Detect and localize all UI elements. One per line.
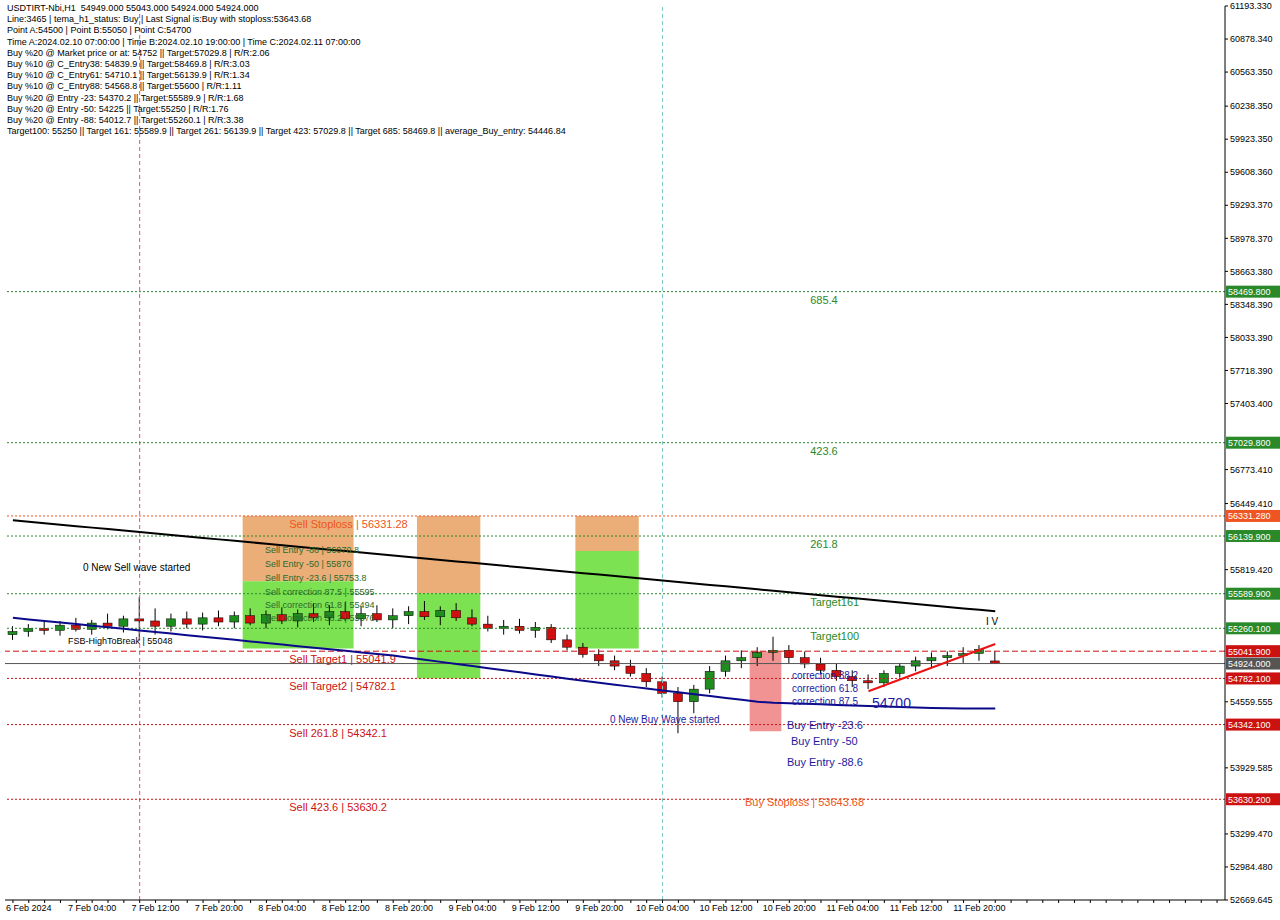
svg-text:Buy Stoploss | 53643.68: Buy Stoploss | 53643.68 [745,796,864,808]
html-text:Point A:54500 | Point B:55050: Point A:54500 | Point B:55050 | Point C:… [7,25,192,36]
svg-text:correction 61.8: correction 61.8 [792,683,859,694]
svg-text:Buy Entry -88.6: Buy Entry -88.6 [787,756,863,768]
svg-text:58663.380: 58663.380 [1230,267,1272,277]
svg-text:0 New Sell wave started: 0 New Sell wave started [83,562,190,573]
svg-text:57403.400: 57403.400 [1230,399,1272,409]
svg-text:8 Feb 12:00: 8 Feb 12:00 [322,903,370,913]
svg-text:10 Feb 04:00: 10 Feb 04:00 [636,903,689,913]
html-text:Buy %10 @ C_Entry38: 54839.9 |: Buy %10 @ C_Entry38: 54839.9 || Target:5… [7,59,250,69]
svg-text:11 Feb 04:00: 11 Feb 04:00 [826,903,878,913]
svg-text:54782.100: 54782.100 [1228,674,1271,684]
svg-text:6 Feb 2024: 6 Feb 2024 [8,903,52,913]
svg-text:55819.420: 55819.420 [1230,565,1272,575]
svg-text:Sell 423.6 | 53630.2: Sell 423.6 | 53630.2 [289,801,387,813]
svg-text:52984.480: 52984.480 [1230,862,1272,872]
svg-text:60878.340: 60878.340 [1230,34,1272,44]
svg-text:Target100: Target100 [810,630,859,642]
svg-text:correction 87.5: correction 87.5 [792,696,859,707]
svg-text:Sell Entry -50 | 55870: Sell Entry -50 | 55870 [265,559,351,569]
svg-text:11 Feb 20:00: 11 Feb 20:00 [953,903,1005,913]
svg-text:55589.900: 55589.900 [1228,589,1271,599]
svg-text:Buy Entry -23.6: Buy Entry -23.6 [787,719,863,731]
html-text:Buy %20 @ Entry -88: 54012.7 |: Buy %20 @ Entry -88: 54012.7 || Target:5… [7,115,244,125]
svg-text:59608.360: 59608.360 [1230,167,1272,177]
svg-text:I V: I V [986,616,999,627]
svg-text:54924.000: 54924.000 [1228,659,1271,669]
svg-text:56331.280: 56331.280 [1228,511,1271,521]
svg-text:423.6: 423.6 [810,445,838,457]
svg-text:53929.585: 53929.585 [1230,763,1272,773]
svg-text:Sell correction 87.5 | 55595: Sell correction 87.5 | 55595 [265,587,374,597]
svg-text:57029.800: 57029.800 [1228,438,1271,448]
svg-text:57718.390: 57718.390 [1230,366,1272,376]
svg-text:Sell Target2 | 54782.1: Sell Target2 | 54782.1 [289,680,396,692]
html-text:Buy %10 @ C_Entry88: 54568.8 |: Buy %10 @ C_Entry88: 54568.8 || Target:5… [7,81,242,92]
svg-text:53299.470: 53299.470 [1230,829,1272,839]
svg-text:52669.645: 52669.645 [1230,895,1272,905]
svg-text:56139.900: 56139.900 [1228,532,1271,542]
svg-text:54559.555: 54559.555 [1230,697,1272,707]
svg-text:56773.410: 56773.410 [1230,465,1272,475]
svg-text:Sell Entry -23.6 | 55753.8: Sell Entry -23.6 | 55753.8 [265,573,366,583]
svg-text:0 New Buy Wave started: 0 New Buy Wave started [610,714,720,725]
svg-text:56449.410: 56449.410 [1230,499,1272,509]
html-text:USDTIRT-Nbi,H1 54949.000 55043: USDTIRT-Nbi,H1 54949.000 55043.000 54924… [7,3,259,13]
svg-text:54700: 54700 [872,695,911,711]
svg-text:685.4: 685.4 [810,294,838,306]
svg-text:60563.350: 60563.350 [1230,67,1272,77]
svg-text:60238.350: 60238.350 [1230,101,1272,111]
svg-text:59923.350: 59923.350 [1230,134,1272,144]
svg-text:59293.370: 59293.370 [1230,200,1272,210]
svg-text:10 Feb 12:00: 10 Feb 12:00 [699,903,752,913]
html-text:Target100: 55250 || Target 161: Target100: 55250 || Target 161: 55589.9 … [7,126,566,137]
svg-text:10 Feb 20:00: 10 Feb 20:00 [763,903,816,913]
svg-text:7 Feb 20:00: 7 Feb 20:00 [195,903,243,913]
svg-text:53630.200: 53630.200 [1228,795,1271,805]
svg-text:Sell Stoploss | 56331.28: Sell Stoploss | 56331.28 [289,518,407,530]
svg-text:54342.100: 54342.100 [1228,720,1271,730]
html-text:Buy %20 @ Entry -23: 54370.2 |: Buy %20 @ Entry -23: 54370.2 || Target:5… [7,92,244,103]
html-text:Buy %20 @ Entry -50: 54225 ||: Buy %20 @ Entry -50: 54225 || Target:552… [7,103,229,114]
svg-text:Target161: Target161 [810,595,860,608]
svg-text:9 Feb 20:00: 9 Feb 20:00 [575,903,623,913]
svg-text:58033.390: 58033.390 [1230,333,1272,343]
svg-text:8 Feb 20:00: 8 Feb 20:00 [385,903,433,913]
svg-text:58469.800: 58469.800 [1228,287,1271,297]
svg-text:9 Feb 04:00: 9 Feb 04:00 [448,903,496,913]
svg-text:9 Feb 12:00: 9 Feb 12:00 [512,903,560,913]
svg-text:Buy Entry -50: Buy Entry -50 [791,735,858,747]
svg-text:Sell correction 61.8 | 55494: Sell correction 61.8 | 55494 [265,600,374,610]
svg-text:261.8: 261.8 [810,538,838,550]
svg-text:Sell 261.8 | 54342.1: Sell 261.8 | 54342.1 [289,727,387,739]
svg-text:55260.100: 55260.100 [1228,624,1271,634]
svg-text:58348.390: 58348.390 [1230,300,1272,310]
svg-text:55041.900: 55041.900 [1228,647,1271,657]
svg-text:7 Feb 12:00: 7 Feb 12:00 [131,903,179,913]
html-text:Line:3465 | tema_h1_status: Bu: Line:3465 | tema_h1_status: Buy | Last S… [7,14,312,25]
svg-text:Sell correction 38.2 | 55376: Sell correction 38.2 | 55376 [265,613,374,623]
svg-text:FSB-HighToBreak | 55048: FSB-HighToBreak | 55048 [68,636,172,646]
svg-text:11 Feb 12:00: 11 Feb 12:00 [890,903,942,913]
svg-text:7 Feb 04:00: 7 Feb 04:00 [68,903,116,913]
html-text:Buy %20 @ Market price or at:: Buy %20 @ Market price or at: 54752 || T… [7,47,270,58]
svg-text:8 Feb 04:00: 8 Feb 04:00 [258,903,306,913]
html-text:Time A:2024.02.10 07:00:00 | T: Time A:2024.02.10 07:00:00 | Time B:2024… [7,36,361,47]
html-text:Buy %10 @ C_Entry61: 54710.1 |: Buy %10 @ C_Entry61: 54710.1 || Target:5… [7,70,250,81]
svg-text:61193.330: 61193.330 [1230,1,1272,11]
svg-text:Sell Entry -88 | 56070.8: Sell Entry -88 | 56070.8 [265,545,359,555]
svg-text:correction 38.2: correction 38.2 [792,670,859,681]
svg-text:58978.370: 58978.370 [1230,234,1272,244]
